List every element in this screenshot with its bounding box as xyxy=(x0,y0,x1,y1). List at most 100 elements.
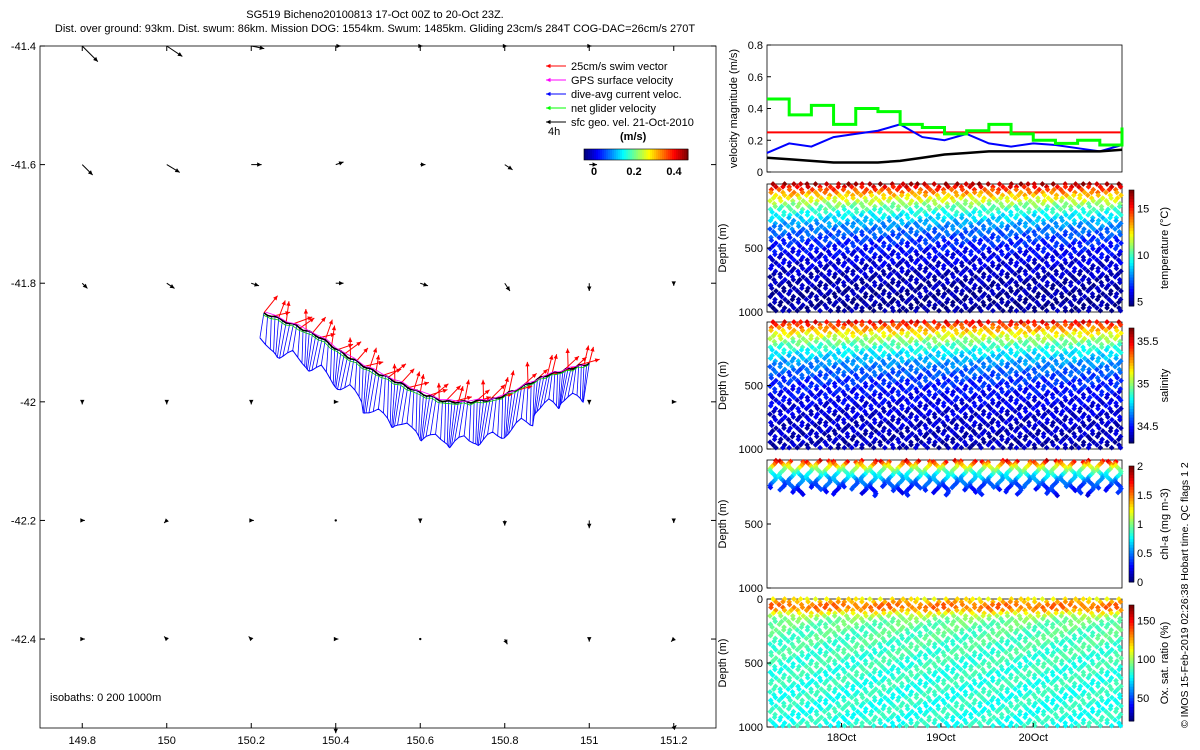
temperature-sample-point xyxy=(909,217,915,224)
temperature-sample-point xyxy=(927,290,934,297)
geo-vector-arrow xyxy=(503,638,508,645)
temperature-profile-points xyxy=(767,181,1124,314)
temperature-sample-point xyxy=(805,231,812,238)
dac-vector xyxy=(340,357,348,390)
temperature-sample-point xyxy=(888,299,895,306)
temperature-sample-point xyxy=(977,288,983,294)
temperature-sample-point xyxy=(922,220,928,227)
temperature-sample-point xyxy=(854,293,861,300)
colorbar-cell xyxy=(662,149,665,160)
chlorophyll-colorbar-label: chl-a (mg m-3) xyxy=(1159,488,1171,560)
colorbar-cell xyxy=(588,149,591,160)
temperature-sample-point xyxy=(854,245,861,252)
dac-vector xyxy=(525,383,529,422)
chlorophyll-colorbar-cell xyxy=(1129,466,1134,470)
temperature-sample-point xyxy=(849,251,855,258)
temperature-sample-point xyxy=(917,217,924,224)
chlorophyll-colorbar-cell xyxy=(1129,506,1134,510)
temperature-sample-point xyxy=(978,231,985,238)
temperature-sample-point xyxy=(848,307,855,314)
salinity-sample-point xyxy=(985,319,992,325)
geo-vector-arrow-head xyxy=(505,286,510,292)
colorbar-cell xyxy=(630,149,633,160)
swim-vector-arrow xyxy=(392,363,397,383)
chlorophyll-colorbar-cell xyxy=(1129,477,1134,481)
temperature-sample-point xyxy=(954,268,960,275)
colorbar-cell xyxy=(638,149,641,160)
temperature-sample-point xyxy=(954,276,961,283)
geo-vector-arrow-head xyxy=(249,518,254,523)
temperature-sample-point xyxy=(827,307,834,314)
temperature-sample-point xyxy=(816,282,823,289)
colorbar-cell xyxy=(618,149,621,160)
temperature-sample-point xyxy=(781,268,788,275)
swim-vector-arrow-head xyxy=(466,395,472,401)
swim-vector-arrow-head xyxy=(356,341,362,347)
swim-vector-arrow-head xyxy=(553,354,558,360)
temperature-sample-point xyxy=(954,296,961,303)
chlorophyll-colorbar-cell xyxy=(1129,573,1134,577)
geo-vector-arrow-head xyxy=(87,170,93,176)
temperature-sample-point xyxy=(791,237,797,244)
temperature-sample-point xyxy=(863,206,870,213)
chlorophyll-colorbar-cell xyxy=(1129,541,1134,545)
colorbar-cell xyxy=(654,149,657,160)
temperature-sample-point xyxy=(773,183,779,190)
temperature-sample-point xyxy=(981,214,988,221)
temperature-sample-point xyxy=(813,296,820,303)
colorbar-cell xyxy=(594,149,597,160)
temperature-sample-point xyxy=(945,231,951,238)
temperature-sample-point xyxy=(779,217,785,224)
chlorophyll-colorbar-cell xyxy=(1129,550,1134,554)
dac-vector xyxy=(362,367,367,413)
temperature-sample-point xyxy=(818,223,825,230)
colorbar-cell xyxy=(668,149,671,160)
temperature-sample-point xyxy=(818,195,825,201)
temperature-sample-point xyxy=(921,229,928,235)
dac-vector xyxy=(305,330,310,368)
dac-vector xyxy=(332,348,336,385)
dac-vector xyxy=(492,398,497,432)
geo-vector-arrow-head xyxy=(671,518,676,524)
legend-arrow xyxy=(546,105,566,111)
temperature-sample-point xyxy=(924,198,931,204)
temperature-sample-point xyxy=(782,220,788,227)
temperature-sample-point xyxy=(854,189,861,196)
temperature-sample-point xyxy=(852,229,859,235)
temperature-sample-point xyxy=(903,279,910,286)
temperature-sample-point xyxy=(970,209,977,215)
temperature-sample-point xyxy=(821,293,828,300)
swim-vector-arrow xyxy=(546,354,554,377)
temperature-sample-point xyxy=(872,186,879,193)
temperature-sample-point xyxy=(972,198,979,204)
temperature-sample-point xyxy=(899,220,906,227)
temperature-sample-point xyxy=(944,251,950,258)
temperature-sample-point xyxy=(789,248,796,255)
temperature-sample-point xyxy=(785,290,792,297)
temperature-sample-point xyxy=(830,254,837,261)
temperature-sample-point xyxy=(926,302,932,308)
temperature-sample-point xyxy=(770,195,777,201)
temperature-sample-point xyxy=(878,276,884,283)
dac-vector xyxy=(358,363,361,397)
temperature-sample-point xyxy=(808,274,815,280)
temperature-colorbar-cell xyxy=(1129,265,1134,269)
geo-vector-arrow-head xyxy=(174,168,180,173)
temperature-sample-point xyxy=(907,229,914,235)
temperature-sample-point xyxy=(815,192,821,199)
chlorophyll-y-tick-label: 500 xyxy=(745,519,763,531)
chlorophyll-colorbar-cell xyxy=(1129,544,1134,548)
temperature-sample-point xyxy=(930,209,937,215)
swim-vector-arrow-head xyxy=(309,318,315,323)
swim-vector-arrow-head xyxy=(378,360,384,366)
temperature-sample-point xyxy=(876,245,882,252)
geo-vector-arrow xyxy=(81,164,94,176)
temperature-sample-point xyxy=(825,243,832,249)
temperature-sample-point xyxy=(827,231,834,238)
geo-vector-arrow-head xyxy=(587,637,592,642)
temperature-colorbar-cell xyxy=(1129,279,1134,284)
temperature-sample-point xyxy=(790,229,797,235)
temperature-sample-point xyxy=(794,183,801,190)
colorbar-cell xyxy=(624,149,627,160)
